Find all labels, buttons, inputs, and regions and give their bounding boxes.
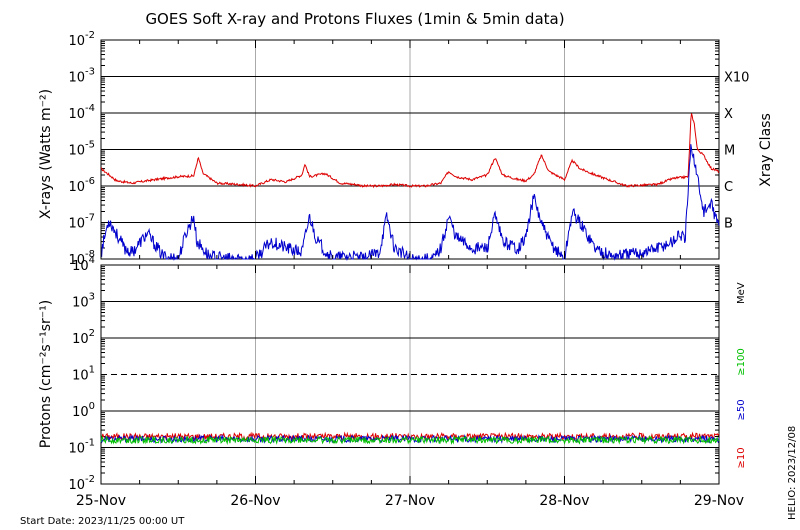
proton-ytick-label: 103: [72, 292, 95, 311]
chart-title: GOES Soft X-ray and Protons Fluxes (1min…: [145, 10, 564, 28]
x-tick-label: 27-Nov: [385, 493, 435, 509]
x-tick-label: 25-Nov: [76, 493, 126, 509]
x-tick-label: 28-Nov: [539, 493, 589, 509]
xray-class-label: Xray Class: [758, 113, 774, 187]
credit: HELIO: 2023/12/08: [787, 426, 798, 520]
xray-ytick-label: 10-2: [68, 30, 95, 49]
xray-ylabel: X-rays (Watts m⁻²): [38, 89, 54, 219]
xray-class-b: B: [724, 217, 733, 232]
x-tick-label: 26-Nov: [230, 493, 280, 509]
proton-panel: 10-210-1100101102103104MeV≥100≥50≥1025-N…: [68, 40, 747, 509]
xray-long-line: [100, 113, 720, 189]
xray-ytick-label: 10-3: [68, 67, 95, 86]
proton-line-3: [100, 434, 720, 446]
xray-class-m: M: [724, 144, 735, 159]
proton-ytick-label: 101: [72, 365, 95, 384]
proton-ylabel: Protons (cm⁻²s⁻¹sr⁻¹): [38, 300, 54, 449]
proton-ytick-label: 100: [72, 401, 95, 420]
proton-unit-label: MeV: [736, 282, 747, 304]
xray-class-x10: X10: [724, 71, 749, 86]
proton-ytick-label: 10-1: [68, 438, 95, 457]
xray-class-c: C: [724, 180, 733, 195]
proton-ytick-label: 102: [72, 328, 95, 347]
xray-class-x: X: [724, 107, 733, 122]
proton-energy-label: ≥50: [736, 399, 747, 420]
xray-ytick-label: 10-4: [68, 103, 95, 122]
xray-ytick-label: 10-7: [68, 213, 95, 232]
start-date: Start Date: 2023/11/25 00:00 UT: [20, 516, 185, 527]
proton-ytick-label: 10-2: [68, 474, 95, 493]
proton-energy-label: ≥10: [736, 447, 747, 468]
xray-ytick-label: 10-6: [68, 176, 95, 195]
x-tick-label: 29-Nov: [694, 493, 744, 509]
xray-ytick-label: 10-5: [68, 140, 95, 159]
proton-energy-label: ≥100: [736, 348, 747, 375]
